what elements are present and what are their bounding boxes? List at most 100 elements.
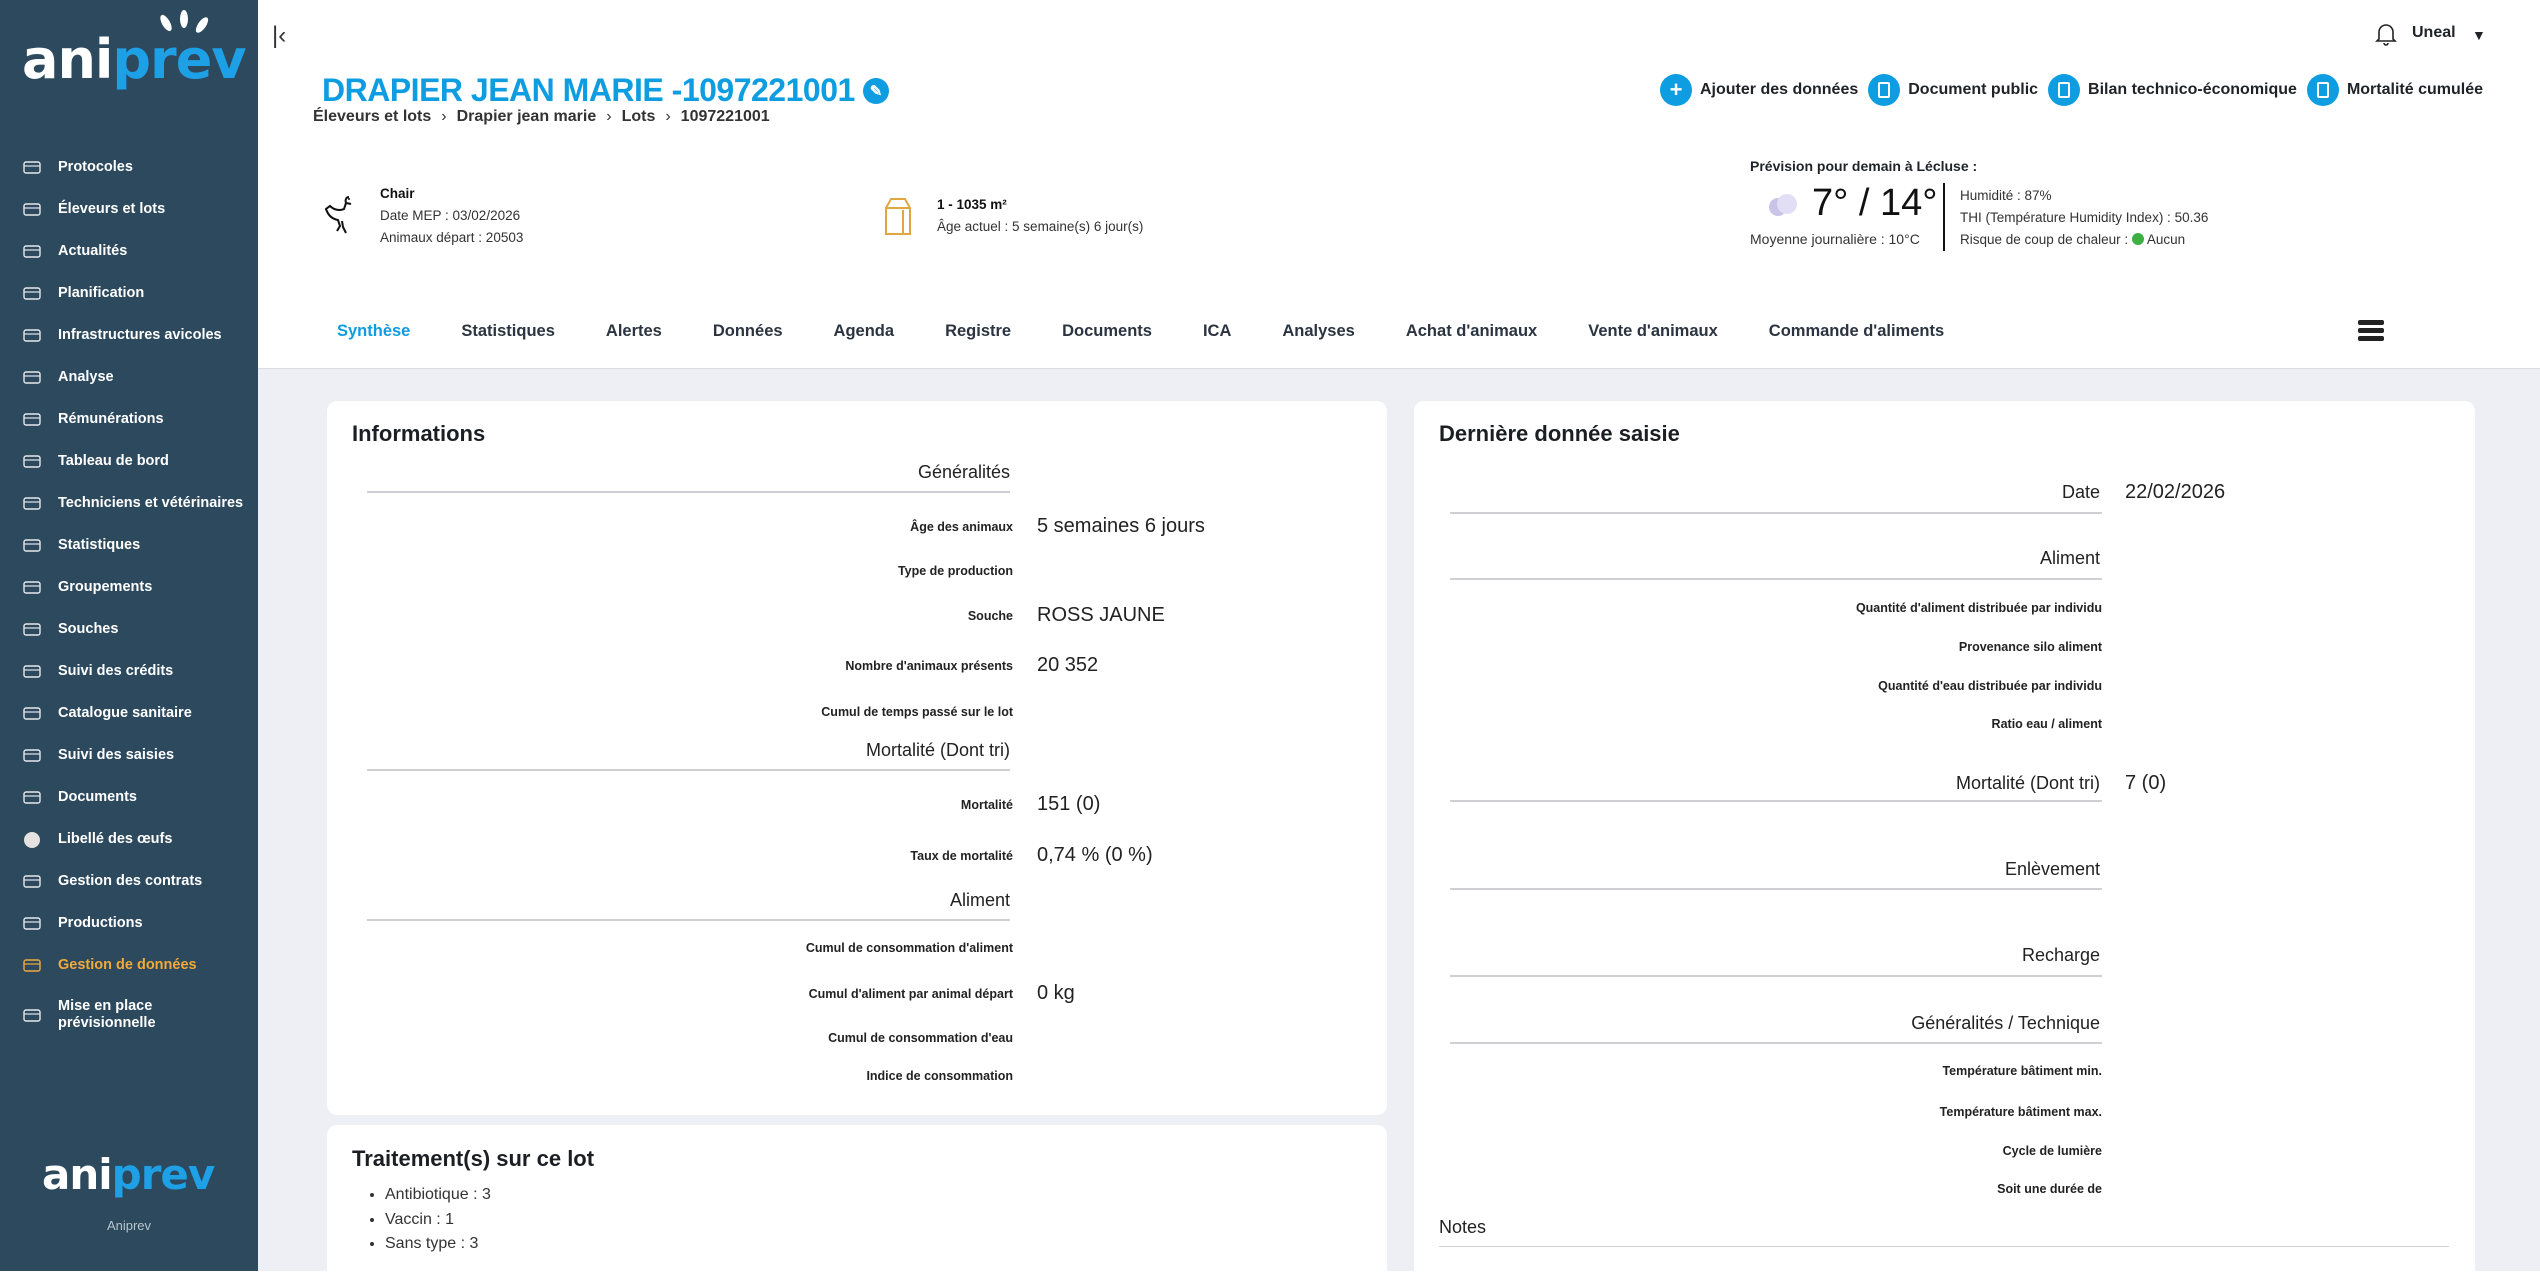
add-data-button[interactable]: + Ajouter des données — [1660, 74, 1858, 106]
production-type: Chair — [380, 186, 415, 201]
aniprev-logo[interactable]: aniprev — [22, 10, 247, 91]
field-value: 0 kg — [1037, 982, 1075, 1004]
plus-icon: + — [1660, 74, 1692, 106]
tray-icon — [23, 1009, 41, 1022]
field-label: Température bâtiment max. — [1939, 1105, 2102, 1119]
tab[interactable]: Alertes — [605, 322, 662, 340]
sidebar-item-label: Libellé des œufs — [58, 830, 173, 847]
document-icon — [2048, 74, 2081, 106]
sidebar-item-label: Productions — [58, 914, 143, 931]
sitemap-icon — [23, 917, 41, 930]
clipboard-icon — [23, 749, 41, 762]
chicken-icon — [324, 196, 352, 234]
field-value: 5 semaines 6 jours — [1037, 515, 1205, 537]
chevron-right-icon: › — [441, 108, 447, 125]
treatment-item: Antibiotique : 3 — [385, 1183, 491, 1208]
tab[interactable]: Agenda — [833, 322, 895, 340]
sidebar-item[interactable]: Groupements — [22, 578, 152, 596]
sidebar-item-label: Techniciens et vétérinaires — [58, 494, 244, 511]
tab[interactable]: Synthèse — [337, 322, 411, 340]
sidebar-item[interactable]: Suivi des saisies — [22, 746, 174, 764]
document-icon — [1868, 74, 1901, 106]
lot-info: Chair Date MEP : 03/02/2026 Animaux dépa… — [380, 183, 523, 249]
section-divider — [367, 769, 1010, 771]
sidebar-item[interactable]: Planification — [22, 284, 144, 302]
collapse-sidebar-icon[interactable]: |‹ — [272, 22, 287, 49]
sidebar-item[interactable]: Analyse — [22, 368, 114, 386]
sidebar-item[interactable]: Souches — [22, 620, 118, 638]
field-label: Type de production — [897, 564, 1013, 578]
sidebar-item[interactable]: Libellé des œufs — [22, 830, 172, 848]
tab[interactable]: Analyses — [1282, 322, 1355, 340]
action-label: Document public — [1908, 81, 2039, 98]
line-chart-icon — [23, 371, 41, 384]
technico-economic-report-button[interactable]: Bilan technico-économique — [2048, 74, 2297, 106]
user-menu[interactable]: Uneal — [2412, 24, 2456, 41]
card-title: Traitement(s) sur ce lot — [352, 1146, 595, 1171]
traitements-card — [327, 1125, 1387, 1285]
sidebar-item[interactable]: Protocoles — [22, 158, 133, 176]
field-label: Nombre d'animaux présents — [845, 659, 1013, 673]
page-title: DRAPIER JEAN MARIE -1097221001 ✎ — [322, 72, 889, 109]
tab[interactable]: ICA — [1202, 322, 1232, 340]
sidebar-item-label: Analyse — [58, 368, 114, 385]
field-label: Quantité d'aliment distribuée par indivi… — [1855, 601, 2102, 615]
egg-icon — [24, 832, 40, 848]
tab[interactable]: Commande d'aliments — [1768, 322, 1945, 340]
sidebar-item[interactable]: Gestion de données — [22, 956, 197, 974]
sidebar-item-label: Rémunérations — [58, 410, 164, 427]
field-label: Âge des animaux — [910, 520, 1013, 534]
sidebar-item[interactable]: Mise en place prévisionnelle — [22, 998, 168, 1032]
tab[interactable]: Données — [712, 322, 783, 340]
main-content — [258, 368, 2540, 1285]
folder-icon — [23, 791, 41, 804]
breadcrumb-item[interactable]: Éleveurs et lots — [313, 108, 432, 125]
user-icon — [23, 203, 41, 216]
action-label: Ajouter des données — [1700, 81, 1859, 98]
document-icon — [2306, 74, 2339, 106]
section-divider — [1450, 512, 2102, 514]
sidebar-item-label: Infrastructures avicoles — [58, 326, 222, 343]
sidebar-item[interactable]: Rémunérations — [22, 410, 164, 428]
daily-average: Moyenne journalière : 10°C — [1750, 231, 1920, 247]
breadcrumb-item[interactable]: Lots — [621, 108, 656, 125]
tab[interactable]: Documents — [1062, 322, 1152, 340]
coins-icon — [23, 665, 41, 678]
treatment-item: Vaccin : 1 — [385, 1208, 491, 1233]
caret-down-icon[interactable]: ▼ — [2472, 27, 2486, 43]
logo-text-right: prev — [111, 1150, 216, 1199]
newspaper-icon — [23, 245, 41, 258]
user-gear-icon — [23, 497, 41, 510]
tab[interactable]: Registre — [945, 322, 1012, 340]
treatment-list: Antibiotique : 3Vaccin : 1Sans type : 3 — [365, 1183, 491, 1257]
tab[interactable]: Statistiques — [461, 322, 555, 340]
cumulative-mortality-button[interactable]: Mortalité cumulée — [2306, 74, 2483, 106]
hamburger-menu-icon[interactable] — [2358, 320, 2384, 344]
current-age: Âge actuel : 5 semaine(s) 6 jour(s) — [937, 219, 1144, 234]
sidebar-item[interactable]: Catalogue sanitaire — [22, 704, 192, 722]
sidebar-item[interactable]: Techniciens et vétérinaires — [22, 494, 243, 512]
tab[interactable]: Vente d'animaux — [1588, 322, 1718, 340]
sidebar-item-label: Gestion des contrats — [58, 872, 203, 889]
public-document-button[interactable]: Document public — [1868, 74, 2038, 106]
sidebar-item[interactable]: Statistiques — [22, 536, 140, 554]
sidebar-item[interactable]: Actualités — [22, 242, 127, 260]
edit-icon[interactable]: ✎ — [862, 77, 889, 104]
tab[interactable]: Achat d'animaux — [1405, 322, 1538, 340]
sidebar-item[interactable]: Gestion des contrats — [22, 872, 202, 890]
building-icon — [23, 329, 41, 342]
logo-text-right: prev — [112, 28, 246, 91]
bell-icon[interactable] — [2375, 22, 2397, 46]
sidebar-item-label: Tableau de bord — [58, 452, 169, 469]
sidebar-item[interactable]: Tableau de bord — [22, 452, 169, 470]
field-label: Provenance silo aliment — [1958, 640, 2102, 654]
sidebar-item[interactable]: Éleveurs et lots — [22, 200, 165, 218]
sidebar-item[interactable]: Productions — [22, 914, 143, 932]
breadcrumb-item[interactable]: Drapier jean marie — [456, 108, 597, 125]
sidebar-item[interactable]: Suivi des crédits — [22, 662, 173, 680]
heat-risk: Risque de coup de chaleur : Aucun — [1960, 232, 2185, 247]
sidebar-item[interactable]: Infrastructures avicoles — [22, 326, 222, 344]
section-title: Mortalité (Dont tri) — [865, 740, 1010, 760]
building-surface: 1 - 1035 m² — [937, 197, 1007, 212]
sidebar-item[interactable]: Documents — [22, 788, 137, 806]
